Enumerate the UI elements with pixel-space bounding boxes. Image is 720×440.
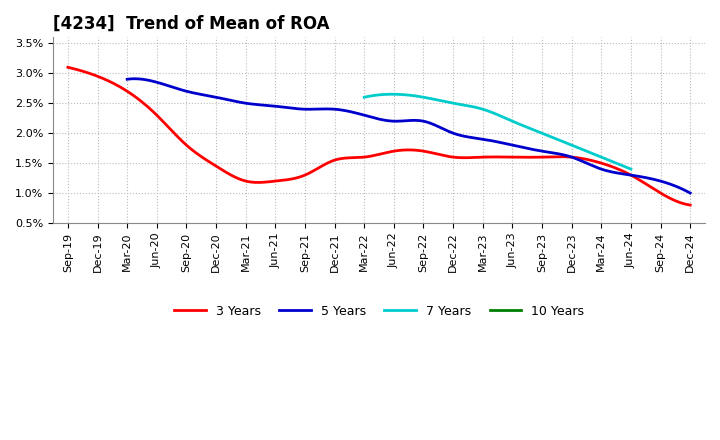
3 Years [66, 65, 74, 70]
5 Years [469, 135, 478, 140]
7 Years [518, 123, 527, 128]
Line: 3 Years: 3 Years [68, 67, 690, 205]
5 Years [599, 167, 608, 172]
7 Years [360, 95, 369, 100]
5 Years [460, 134, 469, 139]
3 Years [588, 158, 597, 163]
5 Years [458, 133, 467, 139]
3 Years [432, 151, 441, 157]
Line: 5 Years: 5 Years [127, 79, 690, 193]
5 Years [125, 77, 133, 82]
5 Years [635, 174, 644, 179]
5 Years [123, 77, 132, 82]
7 Years [361, 95, 369, 100]
5 Years [686, 191, 695, 196]
7 Years [520, 123, 528, 128]
7 Years [524, 125, 533, 130]
3 Years [444, 154, 453, 159]
3 Years [63, 65, 72, 70]
5 Years [130, 76, 139, 81]
3 Years [686, 202, 695, 208]
7 Years [585, 150, 594, 155]
7 Years [387, 92, 396, 97]
7 Years [603, 157, 611, 162]
Legend: 3 Years, 5 Years, 7 Years, 10 Years: 3 Years, 5 Years, 7 Years, 10 Years [169, 300, 589, 323]
7 Years [626, 166, 635, 172]
Line: 7 Years: 7 Years [364, 94, 631, 169]
3 Years [628, 173, 636, 178]
Text: [4234]  Trend of Mean of ROA: [4234] Trend of Mean of ROA [53, 15, 330, 33]
3 Years [434, 152, 443, 157]
